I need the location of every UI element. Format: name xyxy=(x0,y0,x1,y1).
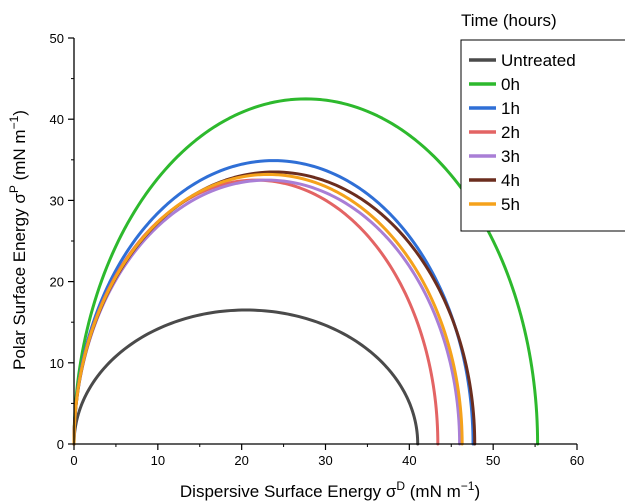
series-line-untreated xyxy=(72,308,420,446)
legend-label-untreated: Untreated xyxy=(501,51,576,70)
curves-layer xyxy=(72,97,540,446)
x-tick-label: 50 xyxy=(486,453,500,468)
legend-title: Time (hours) xyxy=(461,11,557,30)
legend: Untreated 0h 1h 2h 3h 4h 5h xyxy=(469,51,576,214)
y-axis-label-superscript: P xyxy=(7,185,21,193)
x-tick-label: 0 xyxy=(70,453,77,468)
legend-label-4h: 4h xyxy=(501,171,520,190)
y-tick-label: 50 xyxy=(50,31,64,46)
legend-label-1h: 1h xyxy=(501,99,520,118)
x-tick-label: 30 xyxy=(318,453,332,468)
x-axis-label-superscript: D xyxy=(396,479,405,493)
x-axis-label-text: Dispersive Surface Energy σ xyxy=(180,482,397,501)
x-axis-label: Dispersive Surface Energy σD (mN m−1) xyxy=(180,479,480,501)
y-tick-label: 10 xyxy=(50,356,64,371)
y-tick-label: 0 xyxy=(57,437,64,452)
x-tick-label: 20 xyxy=(234,453,248,468)
y-tick-label: 30 xyxy=(50,193,64,208)
y-axis-label-unit-open: (mN m xyxy=(10,129,29,185)
y-tick-label: 20 xyxy=(50,275,64,290)
ticks-layer: 0 10 20 30 40 50 60 0 10 20 30 40 50 xyxy=(50,31,585,468)
x-tick-label: 40 xyxy=(402,453,416,468)
x-axis-label-unit-close: ) xyxy=(474,482,480,501)
legend-label-0h: 0h xyxy=(501,75,520,94)
series-line-0h xyxy=(72,97,540,446)
series-line-5h xyxy=(72,172,464,446)
x-tick-label: 10 xyxy=(151,453,165,468)
legend-label-3h: 3h xyxy=(501,147,520,166)
y-axis-label: Polar Surface Energy σP (mN m−1) xyxy=(7,110,29,370)
series-line-1h xyxy=(72,159,475,446)
y-axis-label-unit-superscript: −1 xyxy=(7,115,21,129)
legend-label-2h: 2h xyxy=(501,123,520,142)
legend-box xyxy=(460,39,625,232)
x-axis-label-unit-superscript: −1 xyxy=(461,479,475,493)
y-axis-label-unit-close: ) xyxy=(10,110,29,116)
x-tick-label: 60 xyxy=(570,453,584,468)
y-axis-label-text: Polar Surface Energy σ xyxy=(10,193,29,370)
legend-label-5h: 5h xyxy=(501,195,520,214)
x-axis-label-unit-open: (mN m xyxy=(405,482,461,501)
y-tick-label: 40 xyxy=(50,112,64,127)
